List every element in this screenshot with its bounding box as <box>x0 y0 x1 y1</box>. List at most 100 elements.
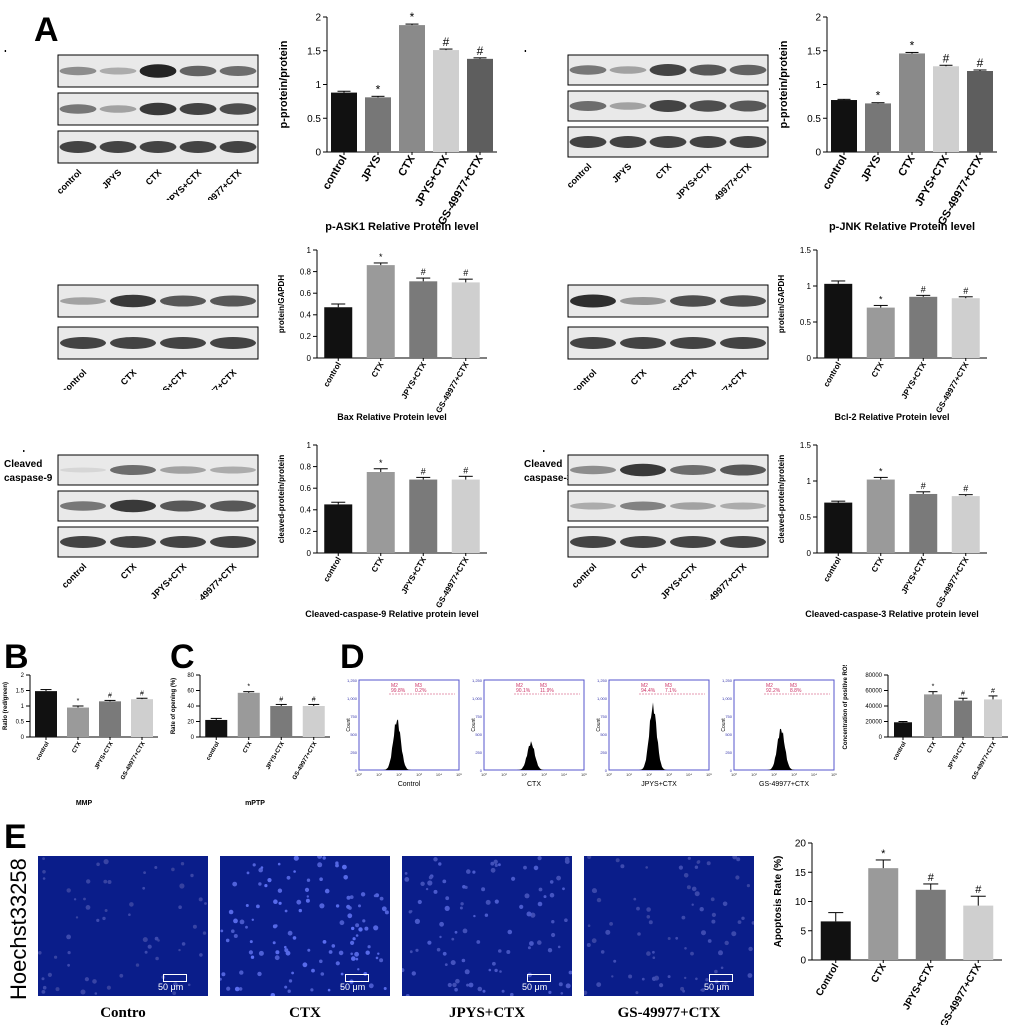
chart-cleaved-caspase-3: 0 0.5 1 1.5 cleaved-protein/protein control * C… <box>777 441 987 619</box>
nucleus <box>537 856 542 861</box>
x-tick-label: control <box>822 556 843 584</box>
nucleus <box>568 970 572 975</box>
nucleus <box>232 881 238 887</box>
flow-m3-value: 7.1% <box>665 688 677 694</box>
y-axis-label: Apoptosis Rate (%) <box>773 856 784 948</box>
nucleus <box>462 928 468 934</box>
nucleus <box>409 950 413 954</box>
flow-peak <box>639 702 667 770</box>
flow-m3-label: M3 <box>415 683 422 689</box>
nucleus <box>611 975 614 978</box>
nucleus <box>459 906 463 910</box>
blot-band <box>99 105 137 113</box>
nucleus <box>178 948 181 952</box>
nucleus <box>335 861 339 865</box>
nucleus <box>172 991 177 995</box>
nucleus <box>278 901 282 905</box>
blot-band <box>210 337 256 349</box>
nucleus <box>324 888 330 894</box>
nucleus <box>558 982 563 987</box>
flow-x-tick: 10² <box>521 772 527 777</box>
nucleus <box>686 885 691 890</box>
nucleus <box>451 937 455 941</box>
nucleus <box>741 916 745 920</box>
blot-band <box>569 65 607 75</box>
bar <box>868 868 899 960</box>
nucleus <box>476 940 481 944</box>
nucleus <box>645 866 648 869</box>
nucleus <box>551 920 555 924</box>
nucleus <box>173 982 178 987</box>
blot-band <box>210 466 256 474</box>
y-tick-label: 40 <box>187 704 194 710</box>
nucleus <box>92 979 97 984</box>
nucleus <box>538 887 543 892</box>
hoechst-image: 50 μm <box>584 856 754 996</box>
x-tick-label: JPYS+CTX <box>900 555 929 596</box>
blot-band <box>99 141 137 153</box>
flow-y-tick: 0 <box>730 768 733 773</box>
y-tick-label: 1 <box>815 80 821 91</box>
hoechst-image-label: JPYS+CTX <box>448 1005 526 1021</box>
blot-casp9: Cleaved caspase-9 Caspase-9GAPDH control CTX… <box>4 450 259 600</box>
nucleus <box>358 904 361 908</box>
significance-mark: * <box>879 466 883 476</box>
nucleus <box>239 919 245 925</box>
nucleus <box>335 961 340 966</box>
nucleus <box>682 989 685 993</box>
nucleus <box>245 925 248 929</box>
flow-m2-label: M2 <box>641 683 648 689</box>
y-tick-label: 0.6 <box>300 289 312 298</box>
nucleus <box>714 969 718 974</box>
flow-histogram-control: 0 250 500 750 1,000 1,250 10⁰ 10¹ 10² 10³ 10⁴ 10⁵ Co… <box>346 678 462 788</box>
lane-label: JPYS <box>610 161 633 184</box>
flow-y-tick: 0 <box>605 768 608 773</box>
nucleus <box>339 920 345 926</box>
nucleus <box>142 886 146 890</box>
bar <box>963 905 994 960</box>
blot-band <box>60 536 106 548</box>
nucleus <box>67 963 70 967</box>
nucleus <box>307 948 311 952</box>
nucleus <box>691 886 697 892</box>
nucleus <box>694 891 700 897</box>
significance-mark: # <box>108 692 112 699</box>
nucleus <box>75 916 79 919</box>
y-tick-label: 0 <box>191 735 195 741</box>
panel-label-c: C <box>170 638 195 676</box>
nucleus <box>492 961 496 966</box>
x-tick-label: JPYS <box>359 154 383 184</box>
nucleus <box>80 989 86 995</box>
nucleus <box>494 968 498 973</box>
nucleus <box>238 987 243 991</box>
nucleus <box>473 914 476 918</box>
y-axis-label: Ratio (red/green) <box>3 682 9 730</box>
bar <box>366 265 395 358</box>
y-tick-label: 15 <box>795 868 807 879</box>
significance-mark: * <box>376 82 381 96</box>
blot-band <box>219 66 257 76</box>
significance-mark: # <box>312 696 316 703</box>
nucleus <box>179 883 185 889</box>
bar <box>302 706 325 737</box>
nucleus <box>615 858 620 863</box>
nucleus <box>427 880 433 886</box>
blot-label: Caspase-3 <box>524 450 574 453</box>
nucleus <box>511 876 516 881</box>
nucleus <box>317 856 323 859</box>
y-axis-label: protein/GAPDH <box>777 275 786 333</box>
x-tick-label: control <box>821 154 850 192</box>
nucleus <box>103 859 109 865</box>
nucleus <box>620 864 625 869</box>
y-tick-label: 0.2 <box>300 527 312 536</box>
x-tick-label: GS-49977+CTX <box>434 360 471 415</box>
blot-band <box>569 136 607 148</box>
nucleus <box>549 880 554 884</box>
blot-band <box>729 64 767 76</box>
nucleus <box>357 968 360 971</box>
nucleus <box>42 857 45 860</box>
hoechst-image-label: CTX <box>289 1005 321 1021</box>
nucleus <box>587 924 591 927</box>
blot-band <box>110 465 156 475</box>
flow-y-tick: 250 <box>600 750 607 755</box>
